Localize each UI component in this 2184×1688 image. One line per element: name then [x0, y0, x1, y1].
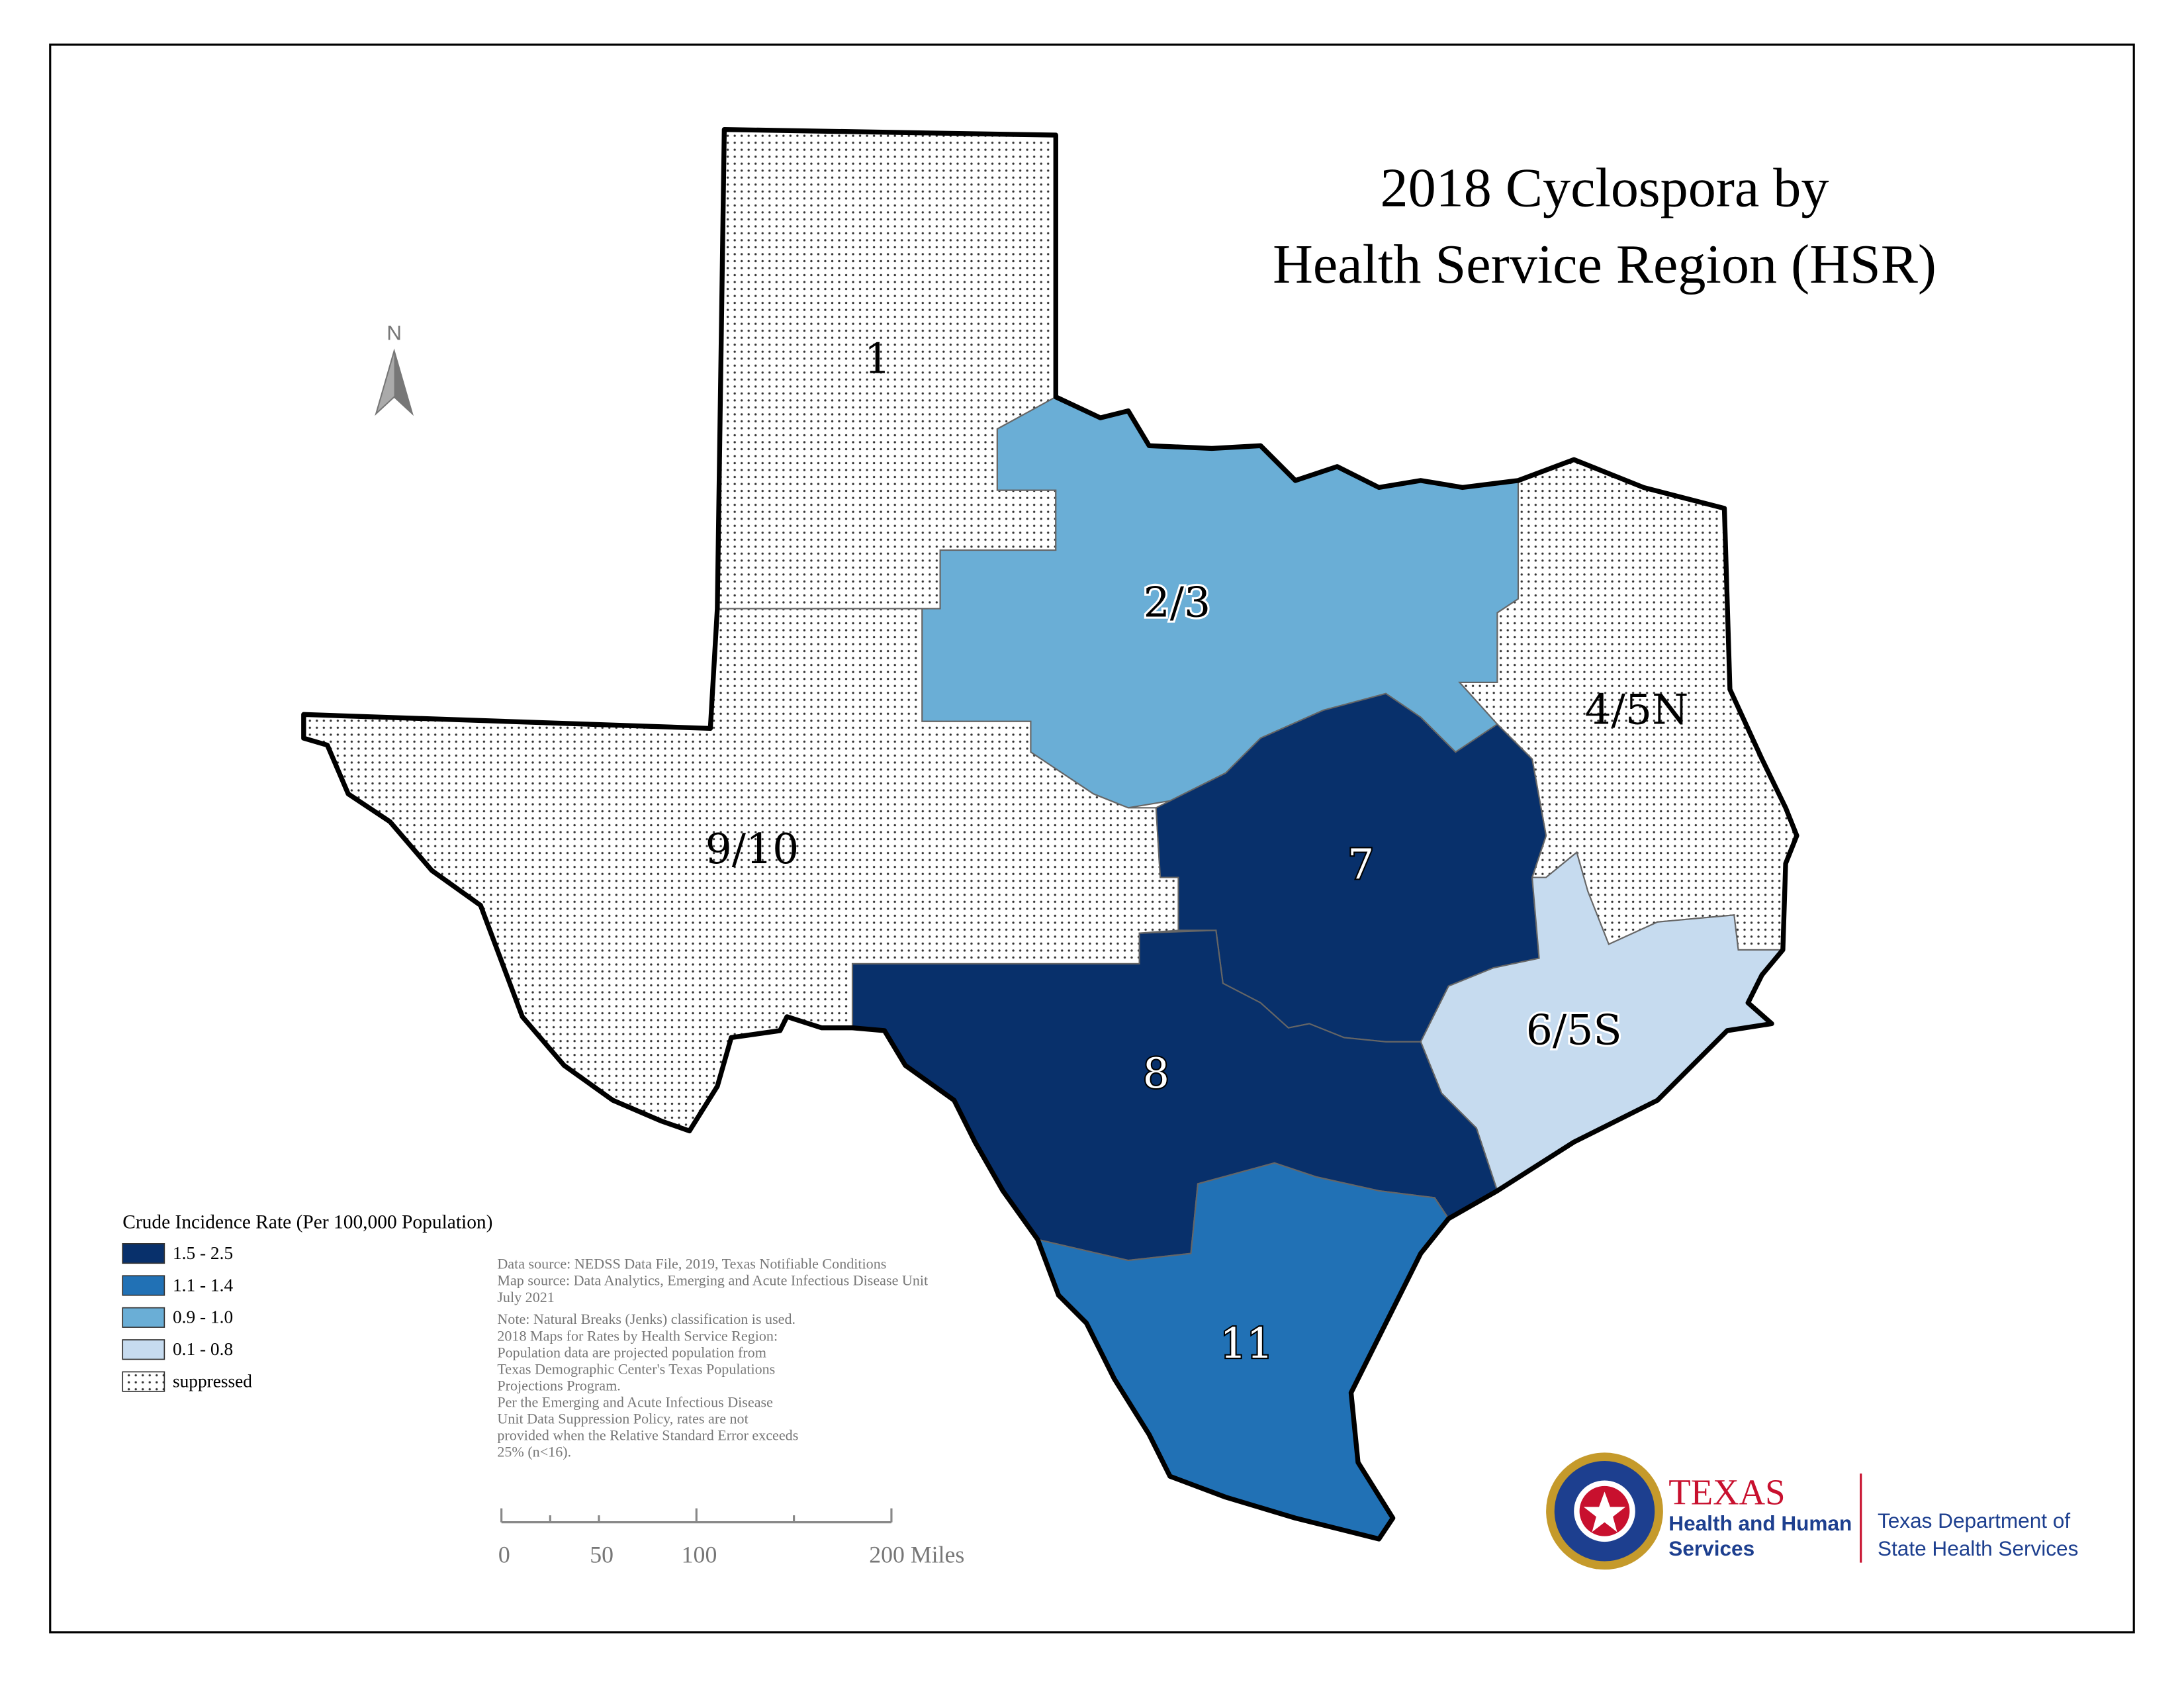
- scale-label: 200 Miles: [869, 1542, 964, 1568]
- region-label: 8: [1143, 1049, 1169, 1098]
- logo-text: Services: [1668, 1536, 1754, 1560]
- region-label: 6/5S: [1526, 1006, 1622, 1055]
- logo: [1546, 1452, 1862, 1570]
- legend-label: 0.9 - 1.0: [173, 1307, 233, 1327]
- region-label: 1: [864, 334, 891, 383]
- region-label: 2/3: [1144, 578, 1211, 627]
- note-line: Unit Data Suppression Policy, rates are …: [497, 1410, 748, 1427]
- title-line: Health Service Region (HSR): [1273, 234, 1936, 295]
- scale-label: 0: [498, 1542, 510, 1568]
- scale-label: 50: [590, 1542, 614, 1568]
- legend-title: Crude Incidence Rate (Per 100,000 Popula…: [122, 1212, 492, 1233]
- note-line: 2018 Maps for Rates by Health Service Re…: [497, 1327, 778, 1344]
- title-line: 2018 Cyclospora by: [1381, 157, 1829, 218]
- state-outline: [301, 126, 1799, 1542]
- note-line: Data source: NEDSS Data File, 2019, Texa…: [497, 1256, 886, 1272]
- logo-text: TEXAS: [1668, 1472, 1785, 1512]
- scale-label: 100: [682, 1542, 717, 1568]
- note-line: Projections Program.: [497, 1377, 620, 1393]
- north-label: N: [387, 320, 402, 344]
- note-line: July 2021: [497, 1289, 554, 1305]
- legend-label: 1.1 - 1.4: [173, 1275, 233, 1295]
- region-label: 7: [1347, 839, 1374, 888]
- legend-swatch: [122, 1371, 165, 1392]
- legend-label: 0.1 - 0.8: [173, 1339, 233, 1359]
- logo-text: State Health Services: [1878, 1536, 2078, 1560]
- logo-text: Health and Human: [1668, 1511, 1852, 1535]
- region-label: 11: [1220, 1319, 1273, 1368]
- legend-swatch: [122, 1243, 165, 1264]
- legend-swatch: [122, 1275, 165, 1296]
- legend-label: suppressed: [173, 1372, 252, 1391]
- note-line: Note: Natural Breaks (Jenks) classificat…: [497, 1311, 796, 1327]
- region-label: 4/5N: [1584, 685, 1688, 734]
- logo-text: Texas Department of: [1878, 1509, 2070, 1532]
- legend-swatch: [122, 1307, 165, 1328]
- scale-bar: [500, 1508, 893, 1524]
- note-line: Population data are projected population…: [497, 1344, 766, 1360]
- note-line: provided when the Relative Standard Erro…: [497, 1427, 798, 1443]
- note-line: Texas Demographic Center's Texas Populat…: [497, 1360, 775, 1377]
- north-arrow: N: [375, 320, 414, 416]
- legend-swatch: [122, 1339, 165, 1360]
- region-label: 9/10: [705, 824, 799, 873]
- note-line: Map source: Data Analytics, Emerging and…: [497, 1272, 928, 1289]
- note-line: 25% (n<16).: [497, 1444, 571, 1460]
- note-line: Per the Emerging and Acute Infectious Di…: [497, 1393, 773, 1410]
- legend-label: 1.5 - 2.5: [173, 1243, 233, 1263]
